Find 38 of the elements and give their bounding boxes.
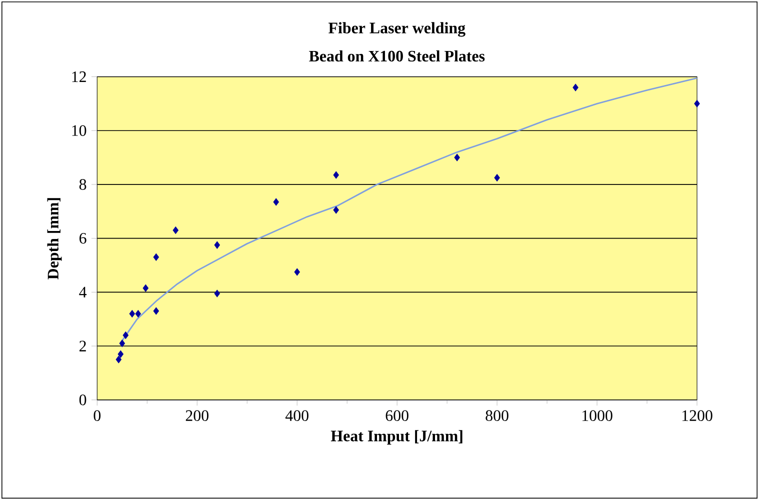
point (694, 100, 700, 108)
chart-title: Fiber Laser welding (328, 22, 466, 37)
point (172, 226, 178, 234)
x-tick-label: 200 (186, 410, 208, 421)
point (153, 307, 159, 315)
x-tick-label: 600 (386, 410, 408, 421)
chart-subtitle: Bead on X100 Steel Plates (309, 50, 485, 62)
y-tick-label: 2 (80, 340, 86, 352)
point (572, 84, 578, 92)
y-axis-title: Depth [mm] (47, 198, 62, 280)
point (135, 310, 141, 318)
x-tick-label: 1000 (582, 410, 612, 421)
point (118, 350, 124, 358)
y-tick-label: 0 (79, 394, 86, 406)
point (129, 310, 135, 318)
point (294, 268, 300, 276)
point (333, 171, 339, 179)
point (494, 174, 500, 182)
point (142, 284, 148, 292)
point (122, 332, 128, 339)
y-tick-label: 8 (79, 179, 86, 190)
x-axis-title: Heat Imput [J/mm] (330, 430, 462, 445)
x-tick-label: 0 (94, 410, 101, 421)
point (333, 206, 339, 214)
x-tick-label: 800 (486, 410, 508, 421)
x-tick-label: 400 (285, 410, 308, 421)
y-tick-label: 12 (72, 71, 86, 82)
x-tick-label: 1200 (682, 410, 712, 421)
point (273, 198, 279, 206)
point (454, 154, 460, 162)
point (153, 253, 159, 261)
y-tick-label: 10 (72, 125, 86, 136)
y-tick-label: 6 (80, 232, 86, 244)
y-tick-label: 4 (79, 286, 87, 298)
point (119, 340, 125, 348)
point (214, 241, 220, 249)
point (116, 356, 122, 364)
point (214, 290, 220, 298)
